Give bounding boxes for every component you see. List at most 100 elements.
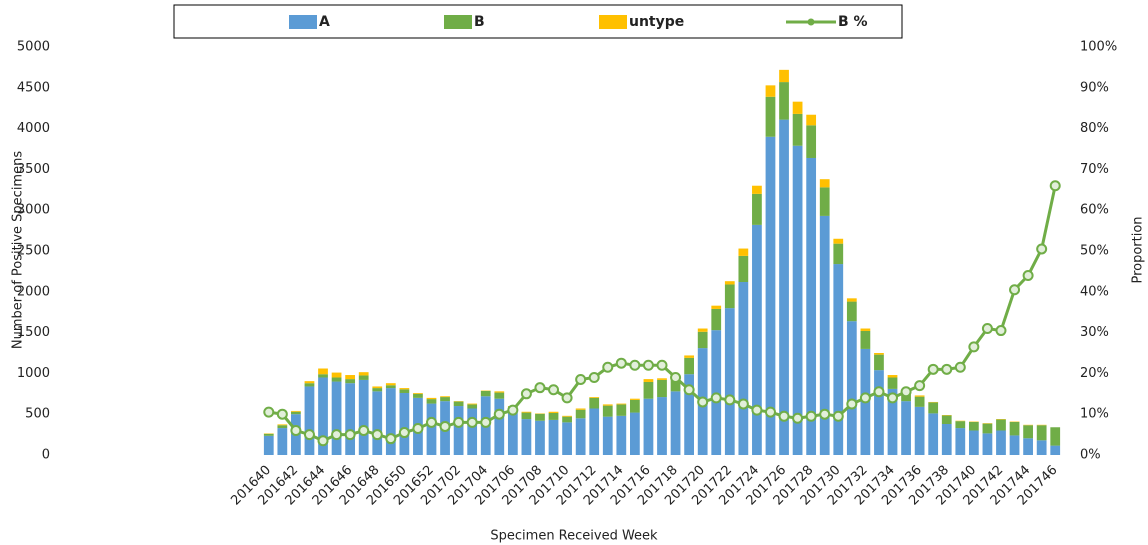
- bar-segment: [630, 399, 640, 413]
- line-marker: [331, 429, 343, 441]
- bar-segment: [724, 308, 735, 455]
- bar-segment: [819, 215, 830, 455]
- bar-segment: [914, 396, 925, 407]
- bar-segment: [494, 391, 505, 393]
- bar-segment: [548, 411, 559, 413]
- bar-segment: [562, 422, 572, 455]
- line-marker: [276, 408, 288, 420]
- bar-segment: [887, 388, 898, 455]
- bar-segment: [413, 393, 423, 398]
- bar-segment: [752, 193, 762, 225]
- bar-segment: [589, 397, 600, 409]
- bar-segment: [779, 69, 789, 83]
- line-marker: [263, 406, 275, 418]
- line-marker: [1022, 269, 1034, 281]
- bar-segment: [399, 392, 410, 455]
- bar-segment: [941, 415, 952, 424]
- bar-segment: [806, 157, 817, 455]
- bar-segment: [372, 386, 383, 389]
- bar-segment: [277, 424, 288, 426]
- line-marker: [900, 386, 912, 398]
- line-marker: [927, 363, 939, 375]
- bar-segment: [670, 377, 681, 392]
- y2-tick-label: 70%: [1080, 162, 1109, 177]
- bar-segment: [752, 185, 762, 194]
- bar-segment: [1050, 445, 1061, 455]
- line-marker: [656, 359, 668, 371]
- bar-segment: [467, 408, 478, 455]
- y-tick-label: 0: [42, 448, 50, 463]
- line-marker: [615, 357, 627, 369]
- bar-segment: [846, 301, 857, 322]
- y2-tick-label: 20%: [1080, 366, 1109, 381]
- bar-segment: [1036, 425, 1047, 441]
- bar-segment: [304, 386, 315, 455]
- bar-segment: [968, 430, 979, 455]
- bar-segment: [602, 416, 613, 455]
- bar-segment: [887, 377, 898, 389]
- bar-segment: [955, 421, 966, 429]
- bar-segment: [372, 391, 383, 455]
- bar-segment: [684, 374, 694, 455]
- bar-segment: [535, 420, 545, 455]
- bar-segment: [819, 179, 830, 188]
- line-marker: [941, 363, 953, 375]
- legend-label: B %: [838, 14, 868, 30]
- bar-segment: [426, 399, 437, 404]
- legend-label: untype: [629, 14, 684, 30]
- bar-segment: [982, 433, 993, 455]
- bar-segment: [806, 114, 817, 126]
- bar-segment: [779, 82, 789, 120]
- line-marker: [954, 361, 966, 373]
- bar-segment: [616, 415, 627, 455]
- bar-segment: [385, 383, 396, 386]
- bar-segment: [1009, 435, 1020, 455]
- bar-segment: [589, 408, 600, 455]
- bar-segment: [643, 398, 654, 455]
- bar-segment: [318, 368, 328, 375]
- line-marker: [493, 408, 505, 420]
- line-marker: [846, 398, 858, 410]
- legend-swatch: [289, 15, 317, 29]
- bar-segment: [521, 411, 532, 413]
- bar-segment: [331, 381, 342, 455]
- bar-segment: [752, 224, 762, 455]
- line-marker: [358, 425, 370, 437]
- bar-segment: [345, 379, 356, 384]
- bar-segment: [263, 435, 274, 455]
- bar-segment: [575, 418, 586, 455]
- bar-segment: [318, 374, 328, 378]
- bar-segment: [1023, 438, 1033, 455]
- line-marker: [317, 435, 329, 447]
- bar-segment: [467, 403, 478, 405]
- bar-segment: [833, 264, 844, 455]
- bar-segment: [602, 404, 613, 406]
- bar-segment: [860, 328, 871, 331]
- bar-segment: [358, 372, 369, 376]
- bar-segment: [575, 409, 586, 419]
- bar-segment: [738, 282, 749, 455]
- bar-segment: [711, 308, 722, 331]
- bar-segment: [887, 375, 898, 378]
- line-marker: [968, 341, 980, 353]
- bar-segment: [1050, 427, 1061, 446]
- bar-segment: [724, 281, 735, 285]
- line-marker: [575, 374, 587, 386]
- bar-segment: [697, 328, 708, 332]
- line-marker: [710, 392, 722, 404]
- line-marker: [778, 410, 790, 422]
- bar-segment: [765, 96, 776, 137]
- bar-segment: [697, 331, 708, 349]
- bar-segment: [399, 389, 410, 393]
- line-marker: [371, 429, 383, 441]
- bar-segment: [792, 101, 803, 114]
- line-marker: [697, 396, 709, 408]
- bar-segment: [779, 119, 789, 456]
- bar-segment: [399, 388, 410, 390]
- bar-segment: [413, 392, 423, 394]
- line-marker: [303, 429, 315, 441]
- legend-label: B: [474, 14, 485, 30]
- bar-segment: [724, 284, 735, 309]
- y2-tick-label: 60%: [1080, 203, 1109, 218]
- y2-tick-label: 0%: [1080, 448, 1101, 463]
